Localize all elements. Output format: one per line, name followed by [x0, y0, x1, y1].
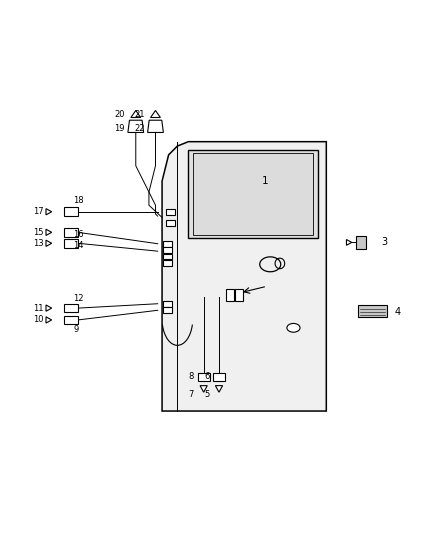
Text: 14: 14 — [73, 241, 84, 250]
Text: 9: 9 — [73, 325, 78, 334]
Bar — [163, 241, 172, 247]
Ellipse shape — [287, 324, 300, 332]
Polygon shape — [193, 154, 313, 235]
Text: 8: 8 — [189, 373, 194, 382]
Polygon shape — [188, 150, 318, 238]
Polygon shape — [346, 239, 352, 245]
Bar — [163, 301, 172, 306]
Bar — [64, 228, 78, 237]
Text: 16: 16 — [73, 230, 84, 239]
Bar — [198, 373, 210, 381]
Bar — [163, 260, 172, 266]
Polygon shape — [131, 110, 141, 117]
Text: 13: 13 — [33, 239, 44, 248]
Text: 10: 10 — [33, 316, 44, 325]
Polygon shape — [46, 240, 52, 246]
Bar — [166, 209, 175, 215]
Bar — [163, 247, 172, 253]
Text: 21: 21 — [134, 110, 145, 118]
Bar — [166, 220, 175, 226]
Bar — [235, 289, 243, 301]
Text: 18: 18 — [73, 196, 84, 205]
Text: 1: 1 — [261, 176, 268, 186]
Text: 15: 15 — [33, 228, 44, 237]
Text: 3: 3 — [381, 237, 387, 247]
Text: 6: 6 — [204, 373, 209, 382]
Text: 17: 17 — [33, 207, 44, 216]
Polygon shape — [46, 317, 52, 323]
Text: 5: 5 — [204, 390, 209, 399]
Polygon shape — [151, 110, 160, 117]
Bar — [163, 308, 172, 313]
Polygon shape — [148, 120, 163, 133]
Polygon shape — [46, 208, 52, 215]
Bar — [163, 254, 172, 259]
Bar — [226, 289, 234, 301]
Polygon shape — [162, 142, 326, 411]
Text: 12: 12 — [73, 294, 84, 303]
Polygon shape — [215, 386, 223, 392]
Text: 20: 20 — [114, 110, 125, 118]
Text: 11: 11 — [33, 304, 44, 313]
Bar — [64, 207, 78, 216]
Text: 7: 7 — [189, 390, 194, 399]
Text: 4: 4 — [394, 308, 400, 318]
Polygon shape — [46, 305, 52, 311]
Polygon shape — [128, 120, 144, 133]
Polygon shape — [46, 229, 52, 236]
Bar — [64, 304, 78, 312]
Bar — [64, 316, 78, 324]
Bar — [356, 236, 366, 248]
Bar — [64, 239, 78, 248]
Text: 19: 19 — [114, 124, 125, 133]
Text: 22: 22 — [134, 124, 145, 133]
Bar — [358, 304, 387, 317]
Polygon shape — [200, 386, 207, 392]
Bar — [213, 373, 225, 381]
